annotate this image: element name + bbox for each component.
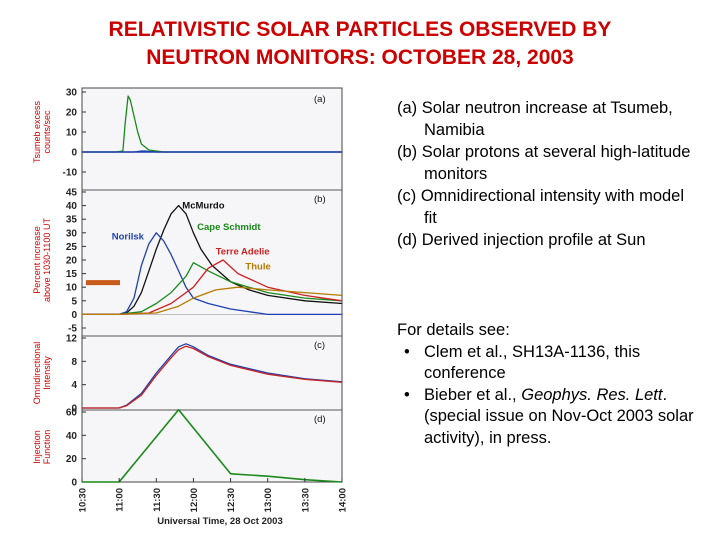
series-label: Norilsk bbox=[112, 232, 145, 243]
reference-journal: Geophys. Res. Lett bbox=[521, 385, 663, 404]
y-axis-label: above 1030-1100 UT bbox=[42, 218, 52, 302]
series-line bbox=[82, 150, 342, 153]
y-axis-label: Function bbox=[42, 430, 52, 465]
y-axis-label: Intensity bbox=[42, 356, 52, 390]
series-label: Cape Schmidt bbox=[197, 222, 261, 233]
series-label: Thule bbox=[245, 262, 270, 273]
bullet-icon: • bbox=[404, 342, 410, 361]
x-tick-label: 13:00 bbox=[263, 488, 274, 512]
y-tick-label: 10 bbox=[66, 283, 78, 294]
bullet-icon: • bbox=[404, 385, 410, 404]
y-tick-label: 25 bbox=[66, 242, 78, 253]
y-tick-label: 4 bbox=[71, 380, 77, 391]
y-tick-label: -5 bbox=[68, 324, 77, 335]
y-tick-label: 0 bbox=[71, 148, 77, 159]
y-tick-label: 8 bbox=[71, 357, 77, 368]
y-tick-label: 30 bbox=[66, 88, 78, 99]
y-axis-label: Injection bbox=[32, 430, 42, 464]
y-axis-label: Percent increase bbox=[32, 226, 42, 294]
series-line bbox=[82, 343, 343, 409]
panel-tag: (d) bbox=[314, 414, 326, 425]
series-line bbox=[82, 204, 343, 316]
details-heading: For details see: bbox=[397, 321, 510, 339]
x-tick-label: 11:30 bbox=[152, 488, 163, 512]
y-tick-label: 20 bbox=[66, 108, 78, 119]
y-tick-label: 0 bbox=[71, 310, 77, 321]
x-tick-label: 14:00 bbox=[338, 488, 349, 512]
series-label: Terre Adelie bbox=[216, 247, 270, 258]
plot-frame bbox=[81, 87, 343, 483]
y-tick-label: 12 bbox=[66, 334, 78, 345]
y-axis-label: Omnidirectional bbox=[32, 342, 42, 405]
details-block: For details see: • Clem et al., SH13A-11… bbox=[397, 320, 697, 449]
series-line bbox=[82, 345, 343, 409]
y-tick-label: -10 bbox=[63, 168, 78, 179]
baseline-marker bbox=[86, 280, 120, 286]
description-item: (a) Solar neutron increase at Tsumeb, Na… bbox=[397, 99, 673, 139]
y-tick-label: 20 bbox=[66, 256, 78, 267]
reference-author: Bieber et al., bbox=[424, 385, 522, 404]
description-item: (b) Solar protons at several high-latitu… bbox=[397, 143, 691, 183]
x-tick-label: 12:00 bbox=[189, 488, 200, 512]
panel-tag: (a) bbox=[314, 94, 326, 105]
slide-title-line2: NEUTRON MONITORS: OCTOBER 28, 2003 bbox=[146, 46, 574, 69]
panel-tag: (c) bbox=[314, 340, 325, 351]
y-tick-label: 5 bbox=[71, 296, 77, 307]
reference-rest: . (special issue on Nov-Oct 2003 solar a… bbox=[424, 385, 694, 447]
y-tick-label: 0 bbox=[71, 478, 77, 489]
x-tick-label: 13:30 bbox=[300, 488, 311, 512]
panel-descriptions: (a) Solar neutron increase at Tsumeb, Na… bbox=[397, 97, 697, 251]
series-line bbox=[82, 262, 343, 316]
x-tick-label: 10:30 bbox=[78, 488, 89, 512]
reference-item: • Clem et al., SH13A-1136, this conferen… bbox=[397, 342, 697, 385]
series-label: McMurdo bbox=[182, 200, 224, 211]
x-tick-label: 11:00 bbox=[115, 488, 126, 512]
y-tick-label: 0 bbox=[71, 404, 77, 415]
y-tick-label: 60 bbox=[66, 408, 78, 419]
y-tick-label: 15 bbox=[66, 269, 78, 280]
reference-item: • Bieber et al., Geophys. Res. Lett. (sp… bbox=[397, 385, 697, 450]
y-tick-label: 35 bbox=[66, 215, 78, 226]
y-tick-label: 40 bbox=[66, 201, 78, 212]
y-axis-label: Tsumeb excess bbox=[32, 100, 42, 163]
panel-tag: (b) bbox=[314, 194, 326, 205]
x-axis-label: Universal Time, 28 Oct 2003 bbox=[157, 516, 283, 527]
y-tick-label: 40 bbox=[66, 431, 78, 442]
series-line bbox=[82, 286, 343, 316]
y-tick-label: 30 bbox=[66, 228, 78, 239]
y-axis-label: counts/sec bbox=[42, 110, 52, 154]
slide-title: RELATIVISTIC SOLAR PARTICLES OBSERVED BY… bbox=[0, 16, 720, 72]
description-item: (c) Omnidirectional intensity with model… bbox=[397, 187, 685, 227]
series-line bbox=[82, 232, 342, 316]
reference-text: Clem et al., SH13A-1136, this conference bbox=[424, 342, 641, 383]
y-tick-label: 20 bbox=[66, 454, 78, 465]
slide-title-line1: RELATIVISTIC SOLAR PARTICLES OBSERVED BY bbox=[108, 18, 612, 41]
x-tick-label: 12:30 bbox=[226, 488, 237, 512]
y-tick-label: 10 bbox=[66, 128, 78, 139]
description-item: (d) Derived injection profile at Sun bbox=[397, 231, 646, 249]
y-tick-label: 45 bbox=[66, 188, 78, 199]
